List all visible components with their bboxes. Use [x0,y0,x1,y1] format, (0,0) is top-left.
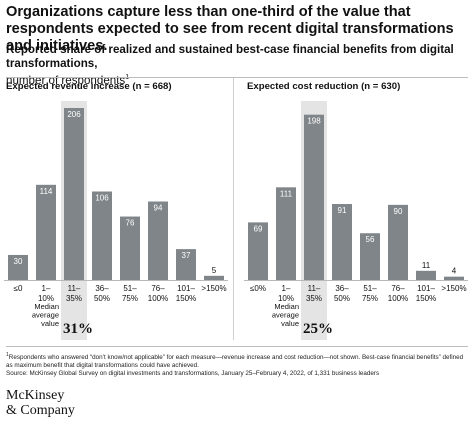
cost-bar [304,114,324,280]
cost-bar [276,187,296,280]
source-text: Source: McKinsey Global Survey on digita… [6,370,380,378]
bar-charts: 30≤01141–10%20611–35%10636–50%7651–75%94… [4,101,468,340]
revenue-value-label: 94 [154,204,163,213]
revenue-bar [148,201,168,280]
chart-title: Organizations capture less than one-thir… [6,4,454,54]
revenue-median-value: 31% [63,321,93,337]
cost-bar [360,233,380,280]
cost-value-label: 111 [280,189,293,198]
subtitle-main: Reported share of realized and sustained… [6,43,454,70]
revenue-bar [36,184,56,280]
cost-bar [248,222,268,280]
cost-median-label: value [281,319,299,328]
revenue-category-label: 50% [94,294,110,303]
revenue-value-label: 5 [212,266,217,275]
revenue-category-label: 10% [38,294,54,303]
revenue-category-label: 101– [177,284,195,293]
revenue-category-label: 76– [151,284,165,293]
cost-bar [416,270,436,280]
left-panel-title: Expected revenue increase (n = 668) [6,81,172,92]
revenue-bar [176,249,196,280]
cost-bar [444,276,464,280]
cost-category-label: 10% [278,294,294,303]
cost-category-label: ≤0% [250,284,266,293]
cost-category-label: 11– [308,284,321,293]
revenue-bar [204,275,224,280]
revenue-value-label: 206 [67,110,81,119]
revenue-bar [64,108,84,280]
cost-value-label: 11 [422,261,431,270]
revenue-bar [8,254,28,280]
revenue-value-label: 76 [126,219,135,228]
revenue-bar [120,216,140,280]
cost-value-label: 90 [394,207,403,216]
right-panel-title: Expected cost reduction (n = 630) [247,81,401,92]
cost-value-label: 69 [254,224,263,233]
cost-category-label: 51– [363,284,377,293]
cost-category-label: 150% [416,294,436,303]
cost-category-label: 50% [334,294,350,303]
cost-bar [388,204,408,280]
revenue-category-label: 100% [148,294,168,303]
cost-category-label: 101– [417,284,435,293]
cost-median-label: average [272,311,299,320]
revenue-category-label: 36– [95,284,109,293]
bottom-divider [6,346,468,347]
cost-bar [332,204,352,280]
revenue-median-label: value [41,319,59,328]
revenue-value-label: 37 [182,251,191,260]
revenue-bar [92,191,112,280]
revenue-category-label: 150% [176,294,196,303]
cost-category-label: >150% [441,284,466,293]
cost-value-label: 198 [307,117,321,126]
revenue-category-label: 11– [68,284,81,293]
cost-value-label: 91 [338,206,347,215]
footnote-body: Respondents who answered “don’t know/not… [6,354,464,370]
cost-category-label: 76– [391,284,405,293]
revenue-median-label: average [32,311,59,320]
cost-category-label: 35% [306,294,322,303]
top-divider [6,77,468,78]
cost-category-label: 1– [282,284,291,293]
revenue-category-label: 1– [42,284,51,293]
cost-median-label: Median [274,302,299,311]
cost-category-label: 100% [388,294,408,303]
cost-median-value: 25% [303,321,333,337]
revenue-value-label: 114 [40,187,53,196]
cost-category-label: 36– [335,284,349,293]
logo-line-1: McKinsey [6,388,65,403]
cost-value-label: 4 [452,267,457,276]
footnotes: 1Respondents who answered “don’t know/no… [6,351,468,378]
footnote-mark: 1 [6,352,9,358]
mckinsey-logo: McKinsey & Company [6,388,75,418]
revenue-value-label: 30 [14,257,23,266]
revenue-category-label: 75% [122,294,138,303]
panel-divider [233,78,234,340]
revenue-category-label: 35% [66,294,82,303]
cost-value-label: 56 [366,235,375,244]
revenue-category-label: 51– [123,284,137,293]
footnote-text: 1Respondents who answered “don’t know/no… [6,351,468,370]
revenue-category-label: >150% [201,284,226,293]
revenue-median-label: Median [34,302,59,311]
revenue-value-label: 106 [95,193,109,202]
cost-category-label: 75% [362,294,378,303]
revenue-category-label: ≤0 [14,284,23,293]
logo-line-2: & Company [6,403,75,418]
